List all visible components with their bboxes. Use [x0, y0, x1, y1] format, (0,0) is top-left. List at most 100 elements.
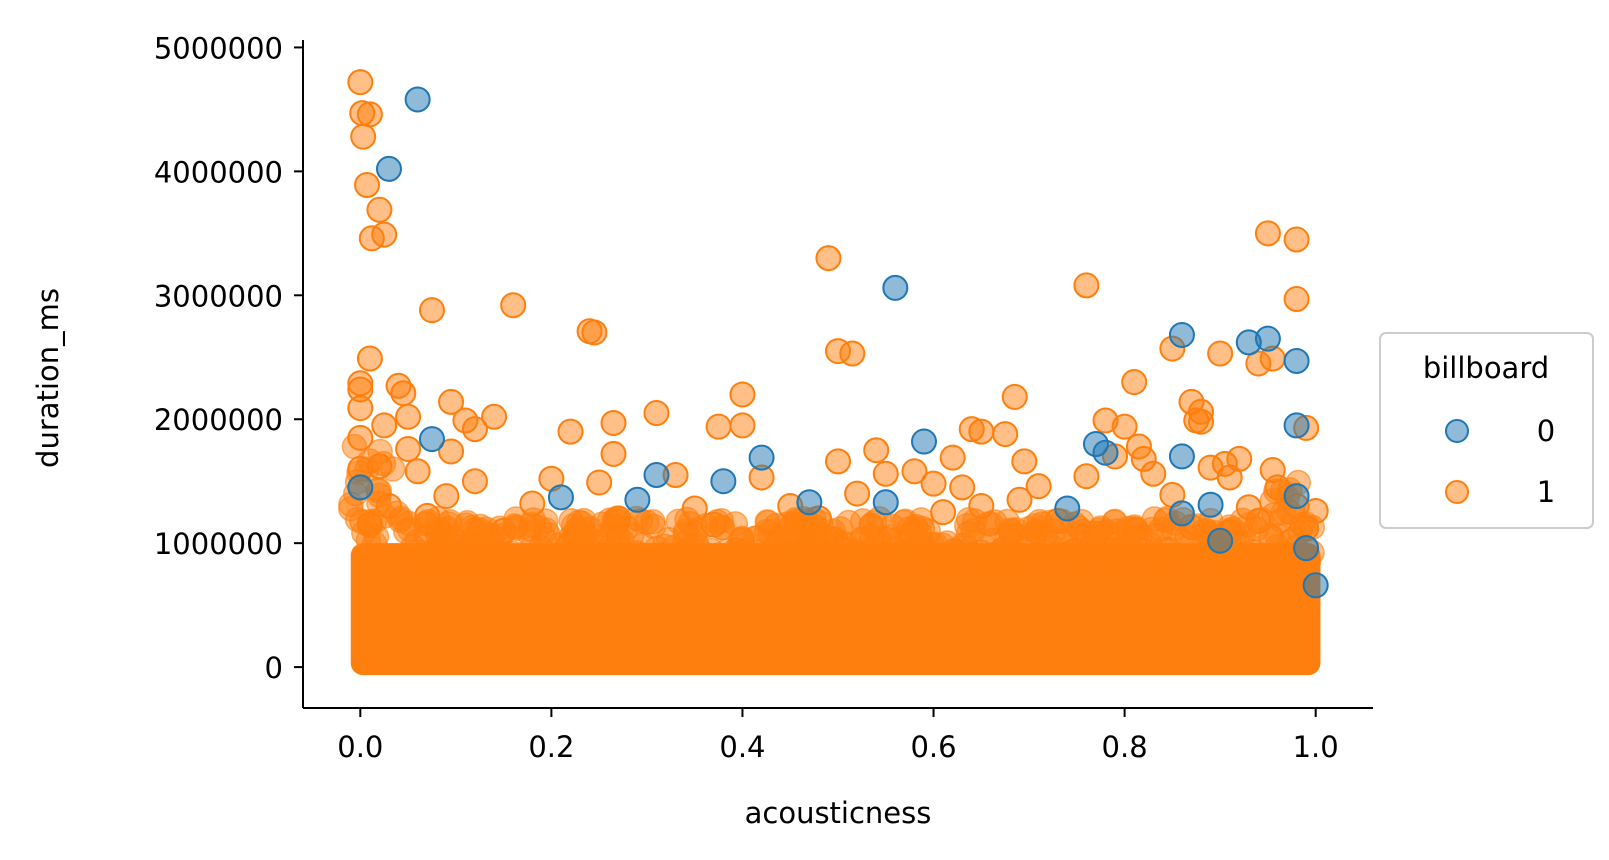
- point-series-0: [1207, 527, 1234, 554]
- point-series-1: [356, 345, 383, 372]
- point-series-1: [1025, 473, 1052, 500]
- dense-point: [897, 540, 923, 567]
- dense-point: [1192, 543, 1218, 569]
- point-series-1: [844, 480, 871, 507]
- point-series-0: [624, 486, 651, 513]
- point-series-1: [643, 400, 670, 427]
- legend-entry-0: 0: [1537, 414, 1555, 448]
- x-tick-label: 1.0: [1293, 730, 1339, 764]
- point-series-1: [700, 511, 727, 538]
- point-series-0: [404, 86, 431, 113]
- point-series-0: [872, 489, 899, 516]
- point-series-0: [347, 474, 374, 501]
- point-series-1: [1216, 464, 1243, 491]
- dense-point: [1102, 508, 1128, 535]
- point-series-1: [404, 458, 431, 485]
- point-series-1: [581, 319, 608, 346]
- x-tick-label: 0.4: [719, 730, 765, 764]
- point-series-0: [796, 489, 823, 516]
- point-series-0: [910, 428, 937, 455]
- y-tick-label: 2000000: [154, 403, 283, 437]
- y-tick-label: 0: [265, 651, 283, 685]
- legend: billboard 0 1: [1379, 332, 1594, 529]
- point-series-1: [1283, 286, 1310, 313]
- point-series-1: [825, 448, 851, 475]
- dense-point: [1013, 548, 1039, 574]
- point-series-1: [347, 69, 374, 96]
- point-series-1: [968, 418, 995, 445]
- point-series-0: [1168, 443, 1195, 470]
- point-series-1: [1011, 448, 1038, 475]
- dense-point: [849, 526, 876, 553]
- legend-entry-1: 1: [1537, 475, 1555, 509]
- dense-point: [577, 516, 603, 542]
- point-series-1: [371, 412, 398, 439]
- point-series-1: [920, 470, 947, 497]
- point-series-1: [433, 483, 460, 510]
- point-series-1: [347, 395, 374, 422]
- dense-point: [743, 548, 770, 575]
- dense-point: [640, 508, 666, 535]
- point-series-0: [1197, 491, 1224, 518]
- x-tick-label: 0.8: [1102, 730, 1148, 764]
- dense-point: [909, 515, 936, 542]
- dense-point: [351, 546, 378, 572]
- point-series-1: [461, 468, 488, 495]
- point-series-1: [605, 505, 632, 532]
- point-series-1: [729, 381, 756, 408]
- point-series-1: [438, 438, 465, 465]
- point-series-0: [748, 444, 775, 471]
- point-series-1: [519, 490, 546, 517]
- x-ticks: 0.0 0.2 0.4 0.6 0.8 1.0: [337, 708, 1339, 764]
- dense-point: [983, 548, 1009, 575]
- dense-point: [443, 540, 470, 566]
- dense-point: [807, 544, 834, 570]
- point-series-0: [1283, 483, 1310, 510]
- point-series-1: [930, 499, 957, 526]
- point-series-1: [375, 492, 402, 519]
- legend-marker-0: [1445, 419, 1469, 443]
- point-series-1: [968, 492, 995, 519]
- point-series-1: [414, 502, 441, 529]
- point-series-1: [347, 424, 374, 451]
- point-series-1: [390, 380, 417, 407]
- dense-point: [1107, 537, 1134, 563]
- point-series-1: [395, 435, 422, 462]
- point-series-0: [418, 426, 445, 453]
- y-axis-label: duration_ms: [31, 288, 65, 468]
- point-series-1: [350, 123, 377, 150]
- y-ticks: 0 1000000 2000000 3000000 4000000 5000000: [154, 31, 303, 685]
- point-series-1: [1001, 383, 1028, 410]
- point-series-0: [1283, 412, 1310, 439]
- point-series-1: [939, 444, 966, 471]
- point-series-0: [882, 274, 909, 301]
- point-series-1: [1073, 272, 1100, 299]
- point-series-0: [643, 462, 670, 489]
- point-series-1: [586, 469, 613, 496]
- point-series-1: [1006, 486, 1033, 513]
- point-series-1: [872, 460, 899, 487]
- point-series-0: [375, 155, 402, 182]
- dense-point: [515, 546, 541, 573]
- dense-point: [1046, 544, 1072, 570]
- x-axis-label: acousticness: [745, 796, 932, 830]
- point-series-1: [354, 172, 381, 199]
- legend-marker-1: [1445, 480, 1469, 504]
- point-series-1: [500, 292, 527, 319]
- point-series-0: [1302, 572, 1329, 599]
- point-series-1: [949, 474, 976, 501]
- dense-point: [411, 544, 438, 570]
- dense-point: [533, 508, 559, 534]
- point-series-0: [1054, 495, 1081, 522]
- dense-point: [729, 525, 756, 552]
- dense-cloud-fill: [350, 543, 1321, 676]
- point-series-1: [356, 101, 383, 128]
- point-series-0: [547, 484, 574, 511]
- y-tick-label: 5000000: [154, 31, 283, 65]
- point-series-1: [557, 418, 584, 445]
- point-series-1: [1121, 369, 1148, 396]
- x-tick-label: 0.6: [910, 730, 956, 764]
- point-series-1: [992, 421, 1019, 448]
- point-series-1: [815, 245, 842, 272]
